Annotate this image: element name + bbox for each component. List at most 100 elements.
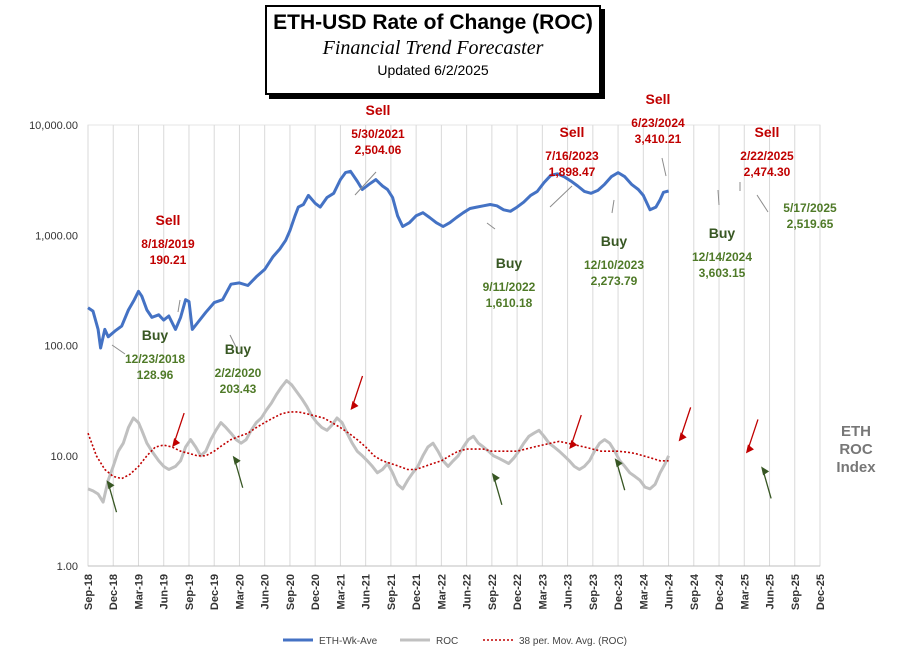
- x-tick-label: Jun-23: [563, 574, 575, 609]
- grid-lines: [87, 124, 821, 567]
- annotation-date: 2/22/2025: [740, 149, 794, 163]
- x-tick-label: Jun-22: [462, 574, 474, 609]
- sell-signal-arrow: [570, 414, 582, 446]
- y-tick-label: 10.00: [50, 451, 78, 463]
- buy-arrowhead: [106, 480, 115, 490]
- buy-label: Buy: [709, 225, 736, 241]
- x-tick-label: Sep-23: [588, 574, 600, 610]
- sell-signal-arrow: [747, 419, 759, 450]
- sell-signal-arrow: [173, 412, 185, 444]
- annotation-date: 12/10/2023: [584, 258, 644, 272]
- sell-arrowhead: [678, 432, 687, 442]
- annotation-price: 203.43: [220, 382, 257, 396]
- side-label-line: ROC: [839, 441, 873, 458]
- chart-updated: Updated 6/2/2025: [377, 62, 489, 78]
- buy-label: Buy: [142, 327, 169, 343]
- sell-arrowhead: [172, 438, 181, 448]
- annotation-price: 1,898.47: [549, 165, 596, 179]
- annotation-connector: [661, 157, 667, 177]
- annotations: Sell 8/18/2019 190.21 Buy 12/23/2018 128.96 Bu…: [111, 91, 837, 396]
- buy-signal-arrow: [107, 484, 118, 513]
- buy-signal-arrow: [234, 459, 244, 488]
- sell-label: Sell: [646, 91, 671, 107]
- x-tick-label: Sep-18: [83, 574, 95, 610]
- sell-arrowhead: [350, 400, 359, 410]
- signal-arrows: [106, 375, 772, 513]
- annotation-connector: [229, 334, 237, 348]
- annotation-price: 2,273.79: [591, 274, 638, 288]
- y-tick-label: 100.00: [44, 341, 78, 353]
- sell-label: Sell: [156, 212, 181, 228]
- annotation-date: 9/11/2022: [483, 280, 536, 294]
- x-tick-label: Sep-22: [487, 574, 499, 610]
- legend: ETH-Wk-Ave ROC 38 per. Mov. Avg. (ROC): [283, 636, 627, 647]
- buy-arrowhead: [761, 466, 770, 476]
- x-tick-label: Mar-22: [436, 574, 448, 609]
- x-tick-label: Dec-22: [512, 574, 524, 610]
- annotation-price: 190.21: [150, 253, 187, 267]
- buy-arrowhead: [491, 472, 500, 482]
- x-tick-label: Mar-19: [133, 574, 145, 609]
- x-tick-label: Sep-25: [790, 574, 802, 610]
- x-axis-ticks: Sep-18 Dec-18 Mar-19 Jun-19 Sep-19 Dec-19 Mar-…: [83, 573, 827, 610]
- x-tick-label: Jun-21: [361, 574, 373, 609]
- sell-label: Sell: [755, 124, 780, 140]
- x-tick-label: Sep-24: [689, 573, 701, 610]
- sell-label: Sell: [366, 102, 391, 118]
- annotation-connector: [611, 199, 615, 214]
- legend-entry: ROC: [436, 636, 458, 647]
- annotation-price: 3,410.21: [635, 132, 682, 146]
- buy-label: Buy: [601, 233, 628, 249]
- series-lines: [87, 169, 670, 504]
- sell-label: Sell: [560, 124, 585, 140]
- plot-area: [87, 124, 821, 567]
- y-tick-label: 1.00: [57, 561, 78, 573]
- x-tick-label: Mar-23: [537, 574, 549, 609]
- annotation-date: 5/30/2021: [351, 127, 405, 141]
- chart-title: ETH-USD Rate of Change (ROC): [273, 11, 593, 34]
- series-eth-wk-ave: [87, 169, 669, 350]
- x-tick-label: Dec-23: [613, 574, 625, 610]
- buy-arrowhead: [232, 455, 241, 465]
- annotation-connector: [111, 344, 126, 355]
- annotation-date: 5/17/2025: [783, 201, 837, 215]
- x-tick-label: Jun-20: [260, 574, 272, 609]
- side-label-line: ETH: [841, 423, 871, 440]
- x-tick-label: Mar-21: [335, 574, 347, 609]
- annotation-date: 8/18/2019: [141, 237, 195, 251]
- x-tick-label: Dec-18: [108, 574, 120, 610]
- x-tick-label: Mar-20: [234, 574, 246, 609]
- sell-arrowhead: [745, 444, 754, 454]
- buy-label: Buy: [496, 255, 523, 271]
- annotation-connector: [549, 185, 573, 208]
- x-tick-label: Jun-19: [159, 574, 171, 609]
- x-tick-label: Dec-21: [411, 574, 423, 610]
- chart-subtitle: Financial Trend Forecaster: [322, 37, 544, 59]
- annotation-connector: [717, 189, 720, 206]
- series-roc-moving-average: [87, 411, 669, 480]
- annotation-price: 2,519.65: [787, 217, 834, 231]
- annotation-price: 3,603.15: [699, 266, 746, 280]
- x-tick-label: Jun-24: [664, 573, 676, 609]
- annotation-price: 2,504.06: [355, 143, 402, 157]
- annotation-date: 6/23/2024: [631, 116, 685, 130]
- annotation-price: 1,610.18: [486, 296, 533, 310]
- buy-label: Buy: [225, 341, 252, 357]
- buy-signal-arrow: [616, 462, 626, 491]
- x-tick-label: Sep-19: [184, 574, 196, 610]
- legend-entry: ETH-Wk-Ave: [319, 636, 378, 647]
- annotation-date: 7/16/2023: [545, 149, 599, 163]
- annotation-connector: [486, 222, 496, 230]
- x-tick-label: Sep-21: [386, 574, 398, 610]
- x-tick-label: Mar-24: [638, 573, 650, 609]
- annotation-date: 2/2/2020: [215, 366, 262, 380]
- y-axis-ticks: 10,000.00 1,000.00 100.00 10.00 1.00: [29, 120, 78, 573]
- annotation-connector: [756, 194, 769, 213]
- annotation-date: 12/14/2024: [692, 250, 752, 264]
- annotation-connector: [177, 299, 181, 313]
- title-box: ETH-USD Rate of Change (ROC) Financial T…: [265, 5, 601, 95]
- x-tick-label: Dec-25: [815, 574, 827, 610]
- buy-signal-arrow: [493, 476, 503, 506]
